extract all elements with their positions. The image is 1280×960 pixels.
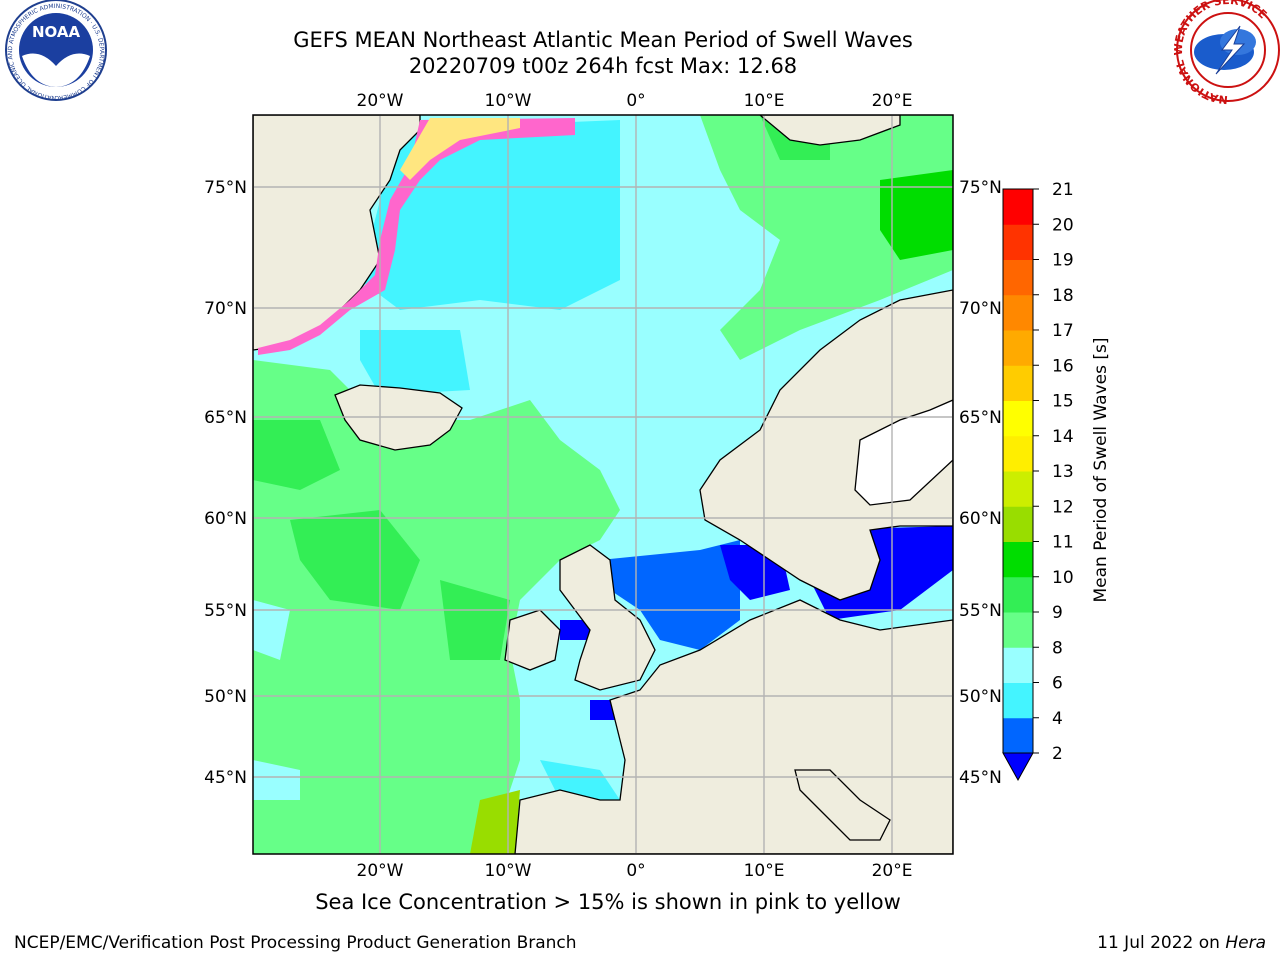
lon-label-top: 10°E: [744, 91, 785, 111]
lat-label-right: 50°N: [959, 687, 1002, 707]
map-area: [253, 115, 953, 854]
lon-label-top: 0°: [626, 91, 645, 111]
colorbar-tick-label: 21: [1052, 180, 1074, 200]
colorbar-segment: [1003, 259, 1033, 296]
lon-label-bottom: 10°W: [485, 861, 532, 881]
lat-label-left: 75°N: [204, 178, 247, 198]
lat-label-right: 45°N: [959, 768, 1002, 788]
colorbar-segment: [1003, 224, 1033, 260]
colorbar-tick-label: 19: [1052, 251, 1074, 271]
colorbar-segment: [1003, 612, 1033, 648]
swell-2-4-north-sea: [600, 540, 740, 650]
map-frame: [252, 114, 954, 855]
lat-label-right: 60°N: [959, 509, 1002, 529]
great-britain: [559, 544, 656, 691]
lon-label-bottom: 20°W: [357, 861, 404, 881]
nws-logo: NATIONAL WEATHER SERVICE: [1172, 0, 1280, 106]
colorbar-tick-label: 18: [1052, 286, 1074, 306]
colorbar-segment: [1003, 506, 1033, 542]
swell-6-8-iceland-north: [360, 330, 470, 395]
lat-label-right: 65°N: [959, 408, 1002, 428]
swell-8-9-southwest: [253, 760, 300, 800]
lat-label-right: 70°N: [959, 299, 1002, 319]
colorbar-segment: [1003, 576, 1033, 613]
noaa-logo: NOAA NATIONAL OCEANIC AND ATMOSPHERIC AD…: [0, 0, 107, 101]
footer-host: Hera: [1225, 933, 1266, 953]
colorbar-segment: [1003, 189, 1033, 225]
noaa-logo-text: NOAA: [32, 23, 81, 41]
swell-10-11-patch-b: [440, 580, 510, 660]
colorbar-segment: [1003, 435, 1033, 472]
colorbar-tick-label: 10: [1052, 568, 1074, 588]
lat-label-right: 75°N: [959, 178, 1002, 198]
colorbar-segment: [1003, 541, 1033, 578]
colorbar-tick-label: 9: [1052, 603, 1063, 623]
colorbar-tick-label: 16: [1052, 356, 1074, 376]
svalbard: [758, 115, 901, 146]
swell-11-12-barents-east: [880, 170, 953, 260]
lon-label-top: 20°E: [872, 91, 913, 111]
continental-europe: [514, 599, 953, 854]
colorbar-segment: [1003, 647, 1033, 683]
graticule: [253, 115, 953, 854]
colorbar-segment: [1003, 365, 1033, 401]
colorbar-tick-label: 4: [1052, 709, 1063, 729]
colorbar-tick-label: 11: [1052, 533, 1074, 553]
colorbar-tick-label: 20: [1052, 215, 1074, 235]
lat-label-left: 55°N: [204, 601, 247, 621]
colorbar-tick-label: 17: [1052, 321, 1074, 341]
sea-ice-caption: Sea Ice Concentration > 15% is shown in …: [315, 890, 901, 914]
colorbar-tick-label: 2: [1052, 744, 1063, 764]
lat-label-right: 55°N: [959, 601, 1002, 621]
colorbar-segment: [1003, 682, 1033, 719]
colorbar-tick-label: 15: [1052, 392, 1074, 412]
swell-9-10-atlantic: [253, 360, 620, 854]
lon-label-bottom: 0°: [626, 861, 645, 881]
colorbar-label: Mean Period of Swell Waves [s]: [1091, 338, 1111, 603]
footer-date: 11 Jul 2022 on Hera: [1097, 933, 1266, 953]
colorbar-segment: [1003, 717, 1033, 754]
sea-ice-yellow: [400, 118, 520, 180]
lat-label-left: 70°N: [204, 299, 247, 319]
colorbar-tick-label: 12: [1052, 497, 1074, 517]
land: [253, 115, 953, 854]
colorbar-ticks: 2 4 6 8 9 10 11 12 13 14 15 16 17 18 19 20 21: [1033, 180, 1074, 764]
swell-8-9-west: [253, 600, 290, 660]
colorbar: [1002, 188, 1034, 782]
footer-date-text: 11 Jul 2022 on: [1097, 933, 1220, 953]
italy-coast: [794, 769, 891, 841]
colorbar-tick-label: 8: [1052, 638, 1063, 658]
swell-10-11-patch-c: [253, 420, 340, 490]
swell-10-11-patch-a: [290, 510, 420, 610]
colorbar-tick-label: 14: [1052, 427, 1074, 447]
swell-9-10-barents: [700, 115, 953, 360]
colorbar-tick-label: 6: [1052, 674, 1063, 694]
chart-subtitle: 20220709 t00z 264h fcst Max: 12.68: [408, 54, 798, 78]
colorbar-tick-label: 13: [1052, 462, 1074, 482]
colorbar-segment: [1003, 471, 1033, 507]
lon-label-top: 20°W: [357, 91, 404, 111]
scandinavia: [699, 289, 953, 601]
lon-label-bottom: 10°E: [744, 861, 785, 881]
lat-label-left: 60°N: [204, 509, 247, 529]
lat-label-left: 65°N: [204, 408, 247, 428]
lon-label-bottom: 20°E: [872, 861, 913, 881]
colorbar-segment: [1003, 330, 1033, 366]
colorbar-extend-arrow: [1002, 752, 1034, 782]
colorbar-segment: [1003, 294, 1033, 331]
lat-label-left: 50°N: [204, 687, 247, 707]
lat-label-left: 45°N: [204, 768, 247, 788]
footer-credit: NCEP/EMC/Verification Post Processing Pr…: [14, 933, 577, 953]
chart-title: GEFS MEAN Northeast Atlantic Mean Period…: [293, 28, 913, 52]
colorbar-segment: [1003, 400, 1033, 437]
lon-label-top: 10°W: [485, 91, 532, 111]
